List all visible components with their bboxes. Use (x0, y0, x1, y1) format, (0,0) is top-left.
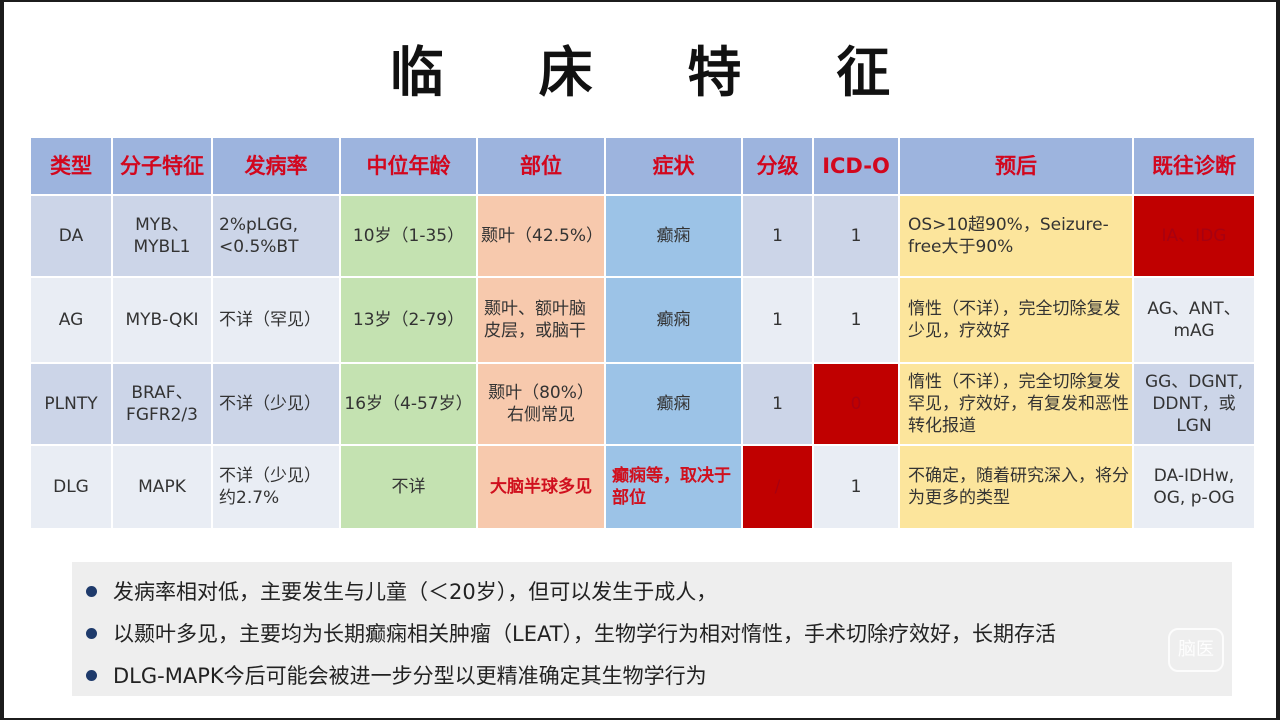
header-site: 部位 (478, 138, 604, 194)
cell-symptom: 癫痫等，取决于部位 (606, 446, 741, 528)
cell-icdo: 1 (814, 278, 898, 362)
cell-type: AG (31, 278, 111, 362)
table-row-da: DA MYB、MYBL1 2%pLGG, <0.5%BT 10岁（1-35） 颞… (31, 196, 1254, 276)
header-incidence: 发病率 (213, 138, 339, 194)
bullet-icon (86, 585, 97, 597)
cell-prior: GG、DGNT, DDNT，或LGN (1134, 364, 1254, 444)
cell-age: 10岁（1-35） (341, 196, 476, 276)
cell-molecular: BRAF、FGFR2/3 (113, 364, 211, 444)
cell-incidence: 不详（罕见） (213, 278, 339, 362)
header-symptom: 症状 (606, 138, 741, 194)
header-row: 类型 分子特征 发病率 中位年龄 部位 症状 分级 ICD-O 预后 既往诊断 (31, 138, 1254, 194)
header-prior: 既往诊断 (1134, 138, 1254, 194)
watermark-logo: 脑医 (1168, 628, 1224, 672)
cell-type: DLG (31, 446, 111, 528)
cell-incidence: 不详（少见） (213, 364, 339, 444)
slide-title: 临 床 特 征 (389, 41, 929, 104)
cell-prior-highlight: IA、IDG (1134, 196, 1254, 276)
cell-incidence: 2%pLGG, <0.5%BT (213, 196, 339, 276)
cell-grade: 1 (743, 278, 812, 362)
cell-grade-highlight: / (743, 446, 812, 528)
table-row-dlg: DLG MAPK 不详（少见）约2.7% 不详 大脑半球多见 癫痫等，取决于部位… (31, 446, 1254, 528)
header-grade: 分级 (743, 138, 812, 194)
cell-molecular: MYB-QKI (113, 278, 211, 362)
note-text: 发病率相对低，主要发生与儿童（＜20岁），但可以发生于成人， (113, 580, 718, 604)
note-text: 以颞叶多见，主要均为长期癫痫相关肿瘤（LEAT），生物学行为相对惰性，手术切除疗… (113, 622, 1057, 646)
cell-icdo: 1 (814, 196, 898, 276)
cell-molecular: MYB、MYBL1 (113, 196, 211, 276)
cell-site: 颞叶（42.5%） (478, 196, 604, 276)
cell-icdo-highlight: 0 (814, 364, 898, 444)
table-row-ag: AG MYB-QKI 不详（罕见） 13岁（2-79） 颞叶、额叶脑皮层，或脑干… (31, 278, 1254, 362)
cell-prognosis: OS>10超90%，Seizure-free大于90% (900, 196, 1132, 276)
cell-prior: AG、ANT、mAG (1134, 278, 1254, 362)
cell-prognosis: 不确定，随着研究深入，将分为更多的类型 (900, 446, 1132, 528)
cell-age: 13岁（2-79） (341, 278, 476, 362)
cell-site: 颞叶、额叶脑皮层，或脑干 (478, 278, 604, 362)
header-age: 中位年龄 (341, 138, 476, 194)
cell-type: PLNTY (31, 364, 111, 444)
bullet-icon (86, 669, 97, 681)
cell-molecular: MAPK (113, 446, 211, 528)
cell-prior: DA-IDHw, OG, p-OG (1134, 446, 1254, 528)
header-type: 类型 (31, 138, 111, 194)
cell-prognosis: 惰性（不详），完全切除复发少见，疗效好 (900, 278, 1132, 362)
cell-symptom: 癫痫 (606, 278, 741, 362)
header-prognosis: 预后 (900, 138, 1132, 194)
clinical-features-table: 类型 分子特征 发病率 中位年龄 部位 症状 分级 ICD-O 预后 既往诊断 … (29, 136, 1256, 530)
bullet-icon (86, 627, 97, 639)
cell-symptom: 癫痫 (606, 364, 741, 444)
header-molecular: 分子特征 (113, 138, 211, 194)
cell-prognosis: 惰性（不详），完全切除复发罕见，疗效好，有复发和恶性转化报道 (900, 364, 1132, 444)
cell-site: 颞叶（80%）右侧常见 (478, 364, 604, 444)
cell-age: 16岁（4-57岁） (341, 364, 476, 444)
cell-icdo: 1 (814, 446, 898, 528)
cell-incidence: 不详（少见）约2.7% (213, 446, 339, 528)
cell-age: 不详 (341, 446, 476, 528)
header-icdo: ICD-O (814, 138, 898, 194)
note-text: DLG-MAPK今后可能会被进一步分型以更精准确定其生物学行为 (113, 664, 707, 688)
cell-type: DA (31, 196, 111, 276)
table-row-plnty: PLNTY BRAF、FGFR2/3 不详（少见） 16岁（4-57岁） 颞叶（… (31, 364, 1254, 444)
notes-box: 发病率相对低，主要发生与儿童（＜20岁），但可以发生于成人， 以颞叶多见，主要均… (72, 562, 1232, 696)
cell-symptom: 癫痫 (606, 196, 741, 276)
cell-grade: 1 (743, 196, 812, 276)
cell-site: 大脑半球多见 (478, 446, 604, 528)
note-item: 发病率相对低，主要发生与儿童（＜20岁），但可以发生于成人， (86, 576, 717, 606)
note-item: 以颞叶多见，主要均为长期癫痫相关肿瘤（LEAT），生物学行为相对惰性，手术切除疗… (86, 618, 1056, 648)
note-item: DLG-MAPK今后可能会被进一步分型以更精准确定其生物学行为 (86, 660, 707, 690)
cell-grade: 1 (743, 364, 812, 444)
